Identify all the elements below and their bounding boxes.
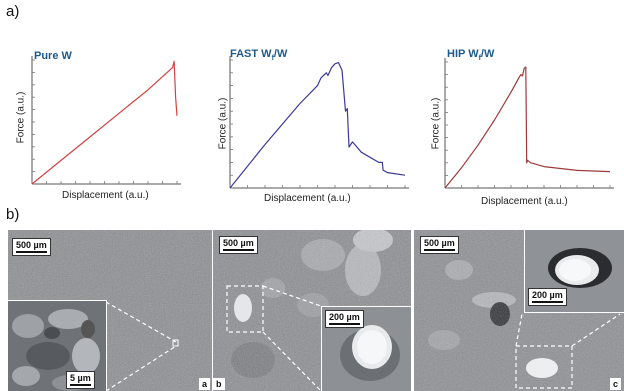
y-axis-label: Force (a.u.): [430, 97, 442, 150]
x-axis-label: Displacement (a.u.): [62, 190, 149, 201]
inset-zoom-c: [524, 230, 624, 313]
panel-b-label: b): [6, 206, 20, 223]
chart-plot: [31, 56, 181, 185]
image-tag-a: a: [199, 378, 211, 390]
chart-plot: [444, 58, 614, 189]
chart-title: HIP Wf/W: [447, 48, 495, 63]
image-tag-b: b: [213, 378, 225, 390]
sem-image-a: 500 µm 5 µm a: [8, 230, 212, 391]
chart-fast-wf-w: FAST Wf/W Force (a.u.) Displacement (a.u…: [210, 0, 410, 210]
force-displacement-line: [31, 60, 178, 185]
panel-a-label: a): [6, 3, 20, 20]
scale-bar-inset: 200 µm: [528, 288, 567, 306]
chart-title: FAST Wf/W: [230, 48, 288, 63]
force-displacement-line: [229, 61, 406, 189]
chart-pure-w: Pure W Force (a.u.) Displacement (a.u.): [0, 0, 210, 210]
inset-zoom-a: [8, 300, 107, 391]
y-axis-label: Force (a.u.): [217, 97, 229, 150]
chart-hip-wf-w: HIP Wf/W Force (a.u.) Displacement (a.u.…: [415, 0, 624, 210]
y-axis-label: Force (a.u.): [15, 91, 27, 144]
sem-image-b: 500 µm 200 µm b: [213, 230, 411, 391]
scale-bar-main: 500 µm: [12, 238, 51, 256]
chart-title: Pure W: [34, 50, 72, 62]
scale-bar-inset: 200 µm: [325, 310, 364, 328]
image-tag-c: c: [610, 378, 622, 390]
sem-image-c: 500 µm 200 µm c: [414, 230, 624, 391]
scale-bar-main: 500 µm: [420, 236, 459, 254]
scale-bar-inset: 5 µm: [66, 371, 95, 389]
x-axis-label: Displacement (a.u.): [264, 193, 351, 204]
chart-plot: [229, 56, 409, 189]
force-displacement-line: [444, 66, 611, 189]
x-axis-label: Displacement (a.u.): [481, 196, 568, 207]
scale-bar-main: 500 µm: [219, 236, 258, 254]
